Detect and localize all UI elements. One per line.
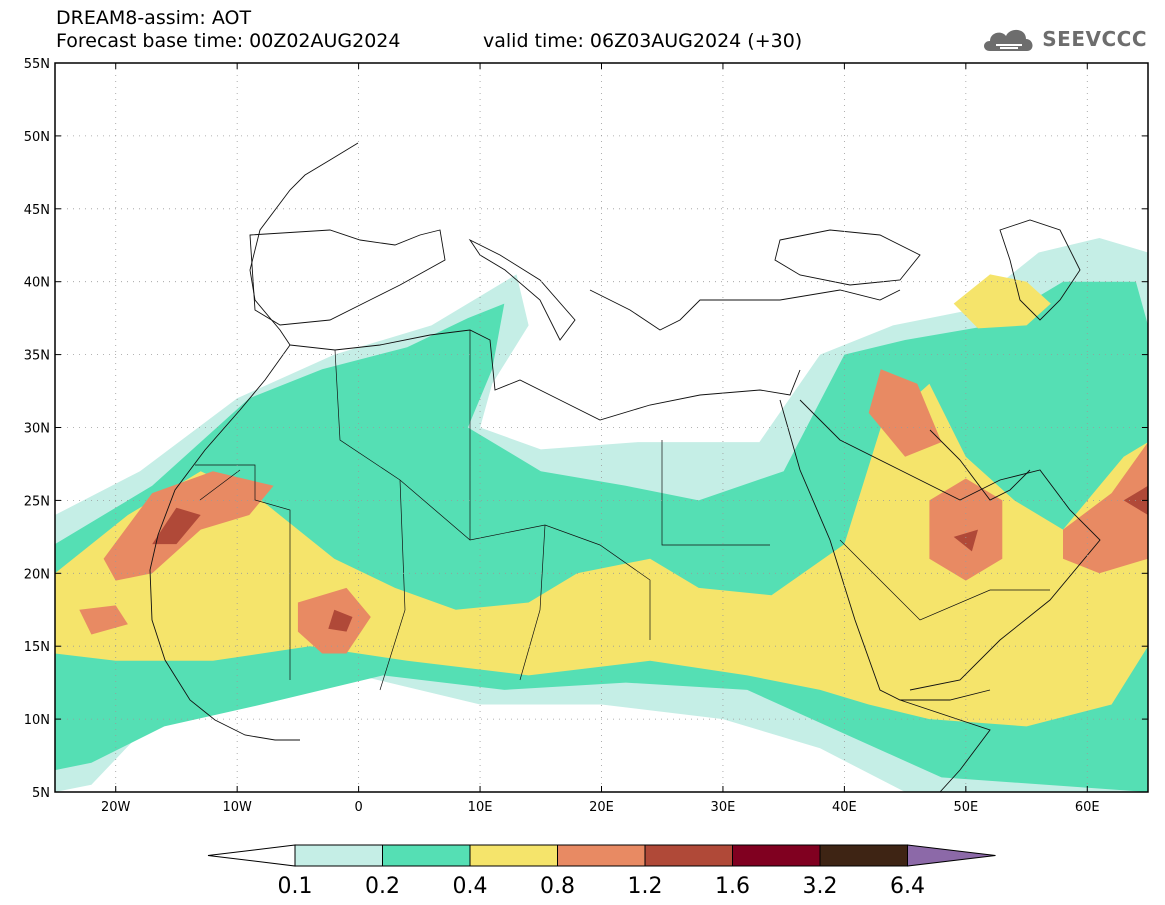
colorbar-swatch-1 — [294, 844, 383, 867]
colorbar-label: 6.4 — [890, 874, 925, 899]
coastline-iberia — [249, 229, 446, 326]
lat-tick-label: 35N — [24, 349, 50, 364]
lat-tick-label: 15N — [24, 640, 50, 655]
coastline-persian-gulf — [929, 429, 1031, 501]
lat-tick-label: 45N — [24, 203, 50, 218]
colorbar-swatch-7 — [819, 844, 908, 867]
colorbar-label: 0.1 — [278, 874, 313, 899]
colorbar-high-arrow — [907, 844, 996, 867]
lon-tick-label: 20W — [101, 800, 131, 815]
coastline-west-africa — [149, 142, 359, 741]
valid-time: valid time: 06Z03AUG2024 (+30) — [483, 30, 803, 52]
coastline-red-sea — [779, 399, 991, 701]
cloud-icon — [984, 29, 1033, 51]
coastline-italy — [468, 238, 576, 341]
aot-region-8 — [929, 478, 1003, 581]
lon-tick-label: 10W — [222, 800, 252, 815]
coastline-greece-turkey — [589, 289, 901, 331]
lat-tick-label: 40N — [24, 276, 50, 291]
coastline-arabia — [799, 399, 1101, 691]
lat-tick-label: 20N — [24, 567, 50, 582]
lat-tick-label: 10N — [24, 713, 50, 728]
colorbar-swatch-3 — [469, 844, 558, 867]
aot-region-7 — [868, 369, 942, 457]
lon-tick-label: 50E — [953, 800, 978, 815]
map-title: DREAM8-assim: AOT — [56, 7, 252, 29]
colorbar-label: 0.8 — [540, 874, 575, 899]
colorbar-label: 1.6 — [715, 874, 750, 899]
forecast-base-time: Forecast base time: 00Z02AUG2024 — [56, 30, 401, 52]
logo-text: SEEVCCC — [1042, 27, 1147, 51]
lon-tick-label: 30E — [711, 800, 736, 815]
colorbar-swatch-2 — [382, 844, 471, 867]
coastline-caspian — [999, 219, 1081, 321]
lat-tick-label: 30N — [24, 422, 50, 437]
aot-region-12 — [953, 529, 978, 552]
colorbar-label: 0.4 — [453, 874, 488, 899]
colorbar-label: 3.2 — [803, 874, 838, 899]
axis-ticks: 55N 50N 45N 40N 35N 30N 25N 20N 15N 10N 5N 20W 10W 0 1… — [24, 57, 1148, 815]
lon-tick-label: 60E — [1075, 800, 1100, 815]
seevccc-logo: SEEVCCC — [980, 24, 1147, 54]
lon-tick-label: 0 — [354, 800, 362, 815]
colorbar-low-arrow — [207, 844, 296, 867]
lon-tick-label: 10E — [468, 800, 493, 815]
colorbar-swatch-4 — [557, 844, 646, 867]
aot-region-10 — [152, 507, 201, 545]
coastline-mediterranean — [289, 329, 801, 421]
lon-tick-label: 40E — [832, 800, 857, 815]
colorbar-swatch-5 — [644, 844, 733, 867]
aot-region-9 — [1063, 442, 1148, 574]
colorbar-swatch-6 — [732, 844, 821, 867]
aot-region-3 — [953, 274, 1051, 329]
coastline-horn-africa — [899, 699, 991, 792]
lon-tick-label: 20E — [589, 800, 614, 815]
lat-tick-label: 55N — [24, 57, 50, 72]
colorbar-label: 0.2 — [365, 874, 400, 899]
lat-tick-label: 5N — [32, 786, 50, 801]
coastlines-borders — [149, 142, 1101, 792]
lat-tick-label: 25N — [24, 494, 50, 509]
aot-region-11 — [328, 609, 353, 632]
aot-shading — [55, 238, 1148, 792]
coastline-black-sea — [774, 229, 921, 286]
border-lines — [195, 330, 1050, 691]
colorbar-label: 1.2 — [628, 874, 663, 899]
lat-tick-label: 50N — [24, 130, 50, 145]
colorbar: 0.1 0.2 0.4 0.8 1.2 1.6 3.2 6.4 — [207, 844, 996, 899]
